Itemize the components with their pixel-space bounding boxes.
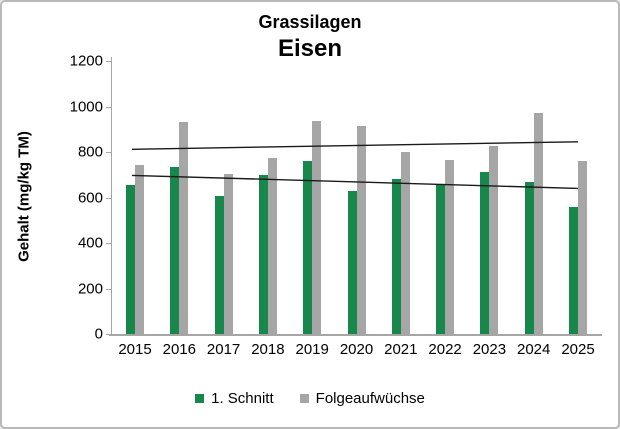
x-tick-label: 2019: [295, 341, 329, 358]
bar-schnitt-2016: [170, 166, 180, 334]
bar-folgeaufwuechse-2019: [312, 121, 322, 334]
y-tick-label: 800: [77, 143, 103, 161]
bar-schnitt-2025: [569, 206, 578, 334]
x-tick-label: 2024: [517, 341, 551, 358]
bar-folgeaufwuechse-2025: [578, 161, 587, 334]
y-tick-label: 0: [94, 325, 103, 343]
y-axis-line: [111, 57, 112, 334]
legend-label-schnitt: 1. Schnitt: [211, 390, 274, 407]
bar-folgeaufwuechse-2016: [179, 122, 189, 334]
bar-folgeaufwuechse-2015: [135, 164, 144, 334]
legend-label-folgeaufwuechse: Folgeaufwüchse: [315, 390, 425, 407]
y-tick-label: 400: [77, 234, 103, 252]
y-axis-tick: [106, 152, 111, 153]
bar-schnitt-2015: [126, 184, 135, 334]
legend-swatch-folgeaufwuechse: [299, 394, 309, 403]
legend-item-folgeaufwuechse: Folgeaufwüchse: [299, 390, 425, 407]
bar-schnitt-2019: [303, 161, 313, 334]
bar-folgeaufwuechse-2020: [356, 125, 366, 334]
bar-folgeaufwuechse-2018: [267, 157, 277, 334]
x-tick-label: 2020: [339, 341, 374, 358]
bar-schnitt-2023: [480, 172, 490, 334]
x-tick-label: 2018: [251, 341, 285, 358]
y-axis-tick: [106, 106, 111, 108]
chart-subtitle: Eisen: [277, 35, 343, 62]
x-tick-label: 2022: [428, 341, 462, 358]
y-axis-tick: [106, 61, 111, 62]
y-tick-label: 1000: [69, 98, 103, 115]
x-axis-line: [109, 334, 602, 336]
bar-schnitt-2020: [347, 190, 357, 334]
x-tick-label: 2017: [206, 341, 241, 358]
x-tick-label: 2021: [384, 341, 418, 358]
bar-folgeaufwuechse-2024: [533, 113, 543, 334]
y-axis-tick: [106, 334, 111, 335]
x-tick-label: 2023: [472, 341, 507, 358]
legend-item-schnitt: 1. Schnitt: [195, 390, 274, 407]
bar-schnitt-2024: [524, 181, 534, 334]
x-tick-label: 2015: [118, 341, 152, 358]
bar-schnitt-2022: [436, 183, 446, 334]
y-tick-label: 200: [77, 280, 103, 297]
bar-folgeaufwuechse-2022: [445, 159, 455, 334]
bar-folgeaufwuechse-2023: [489, 146, 499, 334]
y-axis-tick: [106, 243, 111, 244]
y-tick-label: 600: [77, 189, 103, 206]
chart-title: Grassilagen: [258, 12, 362, 32]
bar-schnitt-2021: [391, 179, 401, 334]
y-tick-label: 1200: [69, 52, 103, 70]
x-tick-label: 2016: [162, 341, 196, 358]
x-tick-label: 2025: [561, 341, 595, 358]
y-axis-tick: [106, 288, 111, 290]
bar-folgeaufwuechse-2017: [223, 173, 233, 334]
legend: 1. Schnitt Folgeaufwüchse: [2, 390, 618, 407]
legend-swatch-schnitt: [195, 394, 205, 403]
bar-schnitt-2018: [258, 174, 268, 334]
bar-folgeaufwuechse-2021: [400, 152, 410, 334]
y-axis-tick: [106, 197, 111, 199]
bar-schnitt-2017: [214, 196, 224, 334]
